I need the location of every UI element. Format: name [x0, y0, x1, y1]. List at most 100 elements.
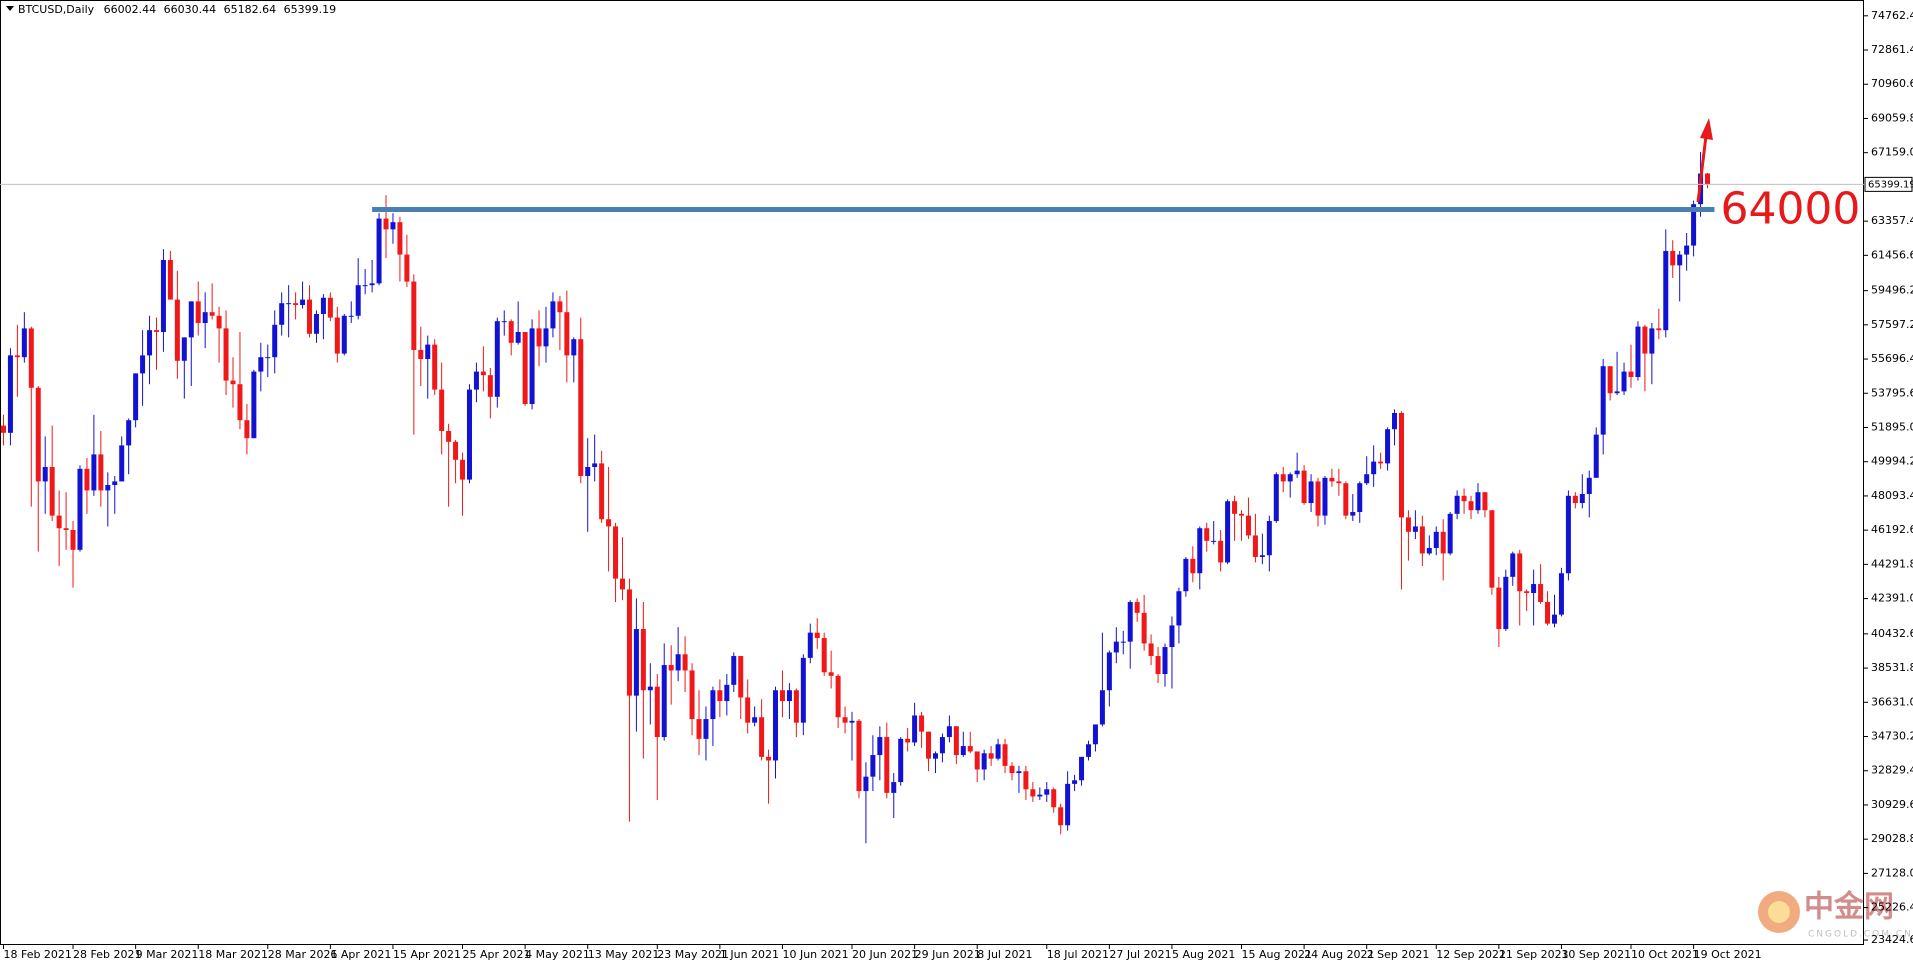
candle-body	[425, 344, 431, 359]
candle-body	[1558, 573, 1564, 615]
candle-body	[286, 303, 292, 305]
candle-body	[1642, 326, 1648, 354]
candle-body	[1336, 481, 1342, 484]
candle-body	[696, 719, 702, 739]
candle-body	[174, 299, 180, 361]
candle-body	[926, 731, 932, 759]
candle-body	[446, 431, 452, 442]
x-tick-label: 21 Sep 2021	[1499, 948, 1569, 961]
candle-body	[960, 746, 966, 756]
candle-body	[1343, 483, 1349, 516]
y-tick-label: 46192.60	[1871, 523, 1913, 536]
price-label: 65399.19	[1868, 179, 1913, 190]
candle-body	[1030, 789, 1036, 797]
candle-body	[863, 776, 869, 792]
candle-body	[487, 375, 493, 397]
x-tick-label: 23 May 2021	[657, 948, 729, 961]
candle-body	[508, 321, 514, 343]
x-tick-label: 28 Mar 2021	[268, 948, 338, 961]
candle-body	[460, 459, 466, 480]
candle-body	[1364, 474, 1370, 484]
candle-body	[70, 530, 76, 550]
candle-body	[1628, 371, 1634, 377]
watermark-site: CNGOLD.COM.CN	[1808, 930, 1913, 940]
x-tick-label: 9 Mar 2021	[136, 948, 199, 961]
candle-body	[376, 218, 382, 284]
candle-body	[626, 589, 632, 696]
candle-body	[202, 312, 208, 323]
candle-body	[258, 357, 264, 372]
candle-body	[988, 753, 994, 759]
watermark: 中金网 CNGOLD.COM.CN	[1758, 890, 1913, 940]
candle-body	[1009, 765, 1015, 774]
candle-body	[35, 387, 41, 482]
x-tick-label: 10 Oct 2021	[1631, 948, 1699, 961]
candle-body	[1579, 494, 1585, 504]
arrow-head	[1700, 118, 1713, 140]
candle-body	[272, 324, 278, 358]
candle-body	[1079, 756, 1085, 781]
candle-body	[703, 719, 709, 739]
candle-body	[536, 328, 542, 347]
candle-body	[717, 690, 723, 702]
candle-body	[647, 686, 653, 691]
candle-body	[1162, 647, 1168, 675]
candle-body	[105, 485, 111, 491]
candle-body	[237, 384, 243, 421]
x-tick-label: 12 Sep 2021	[1436, 948, 1506, 961]
candle-body	[1468, 501, 1474, 511]
candle-body	[411, 281, 417, 350]
candle-body	[786, 690, 792, 702]
candle-body	[1670, 250, 1676, 266]
candle-body	[515, 331, 521, 343]
candle-body	[1315, 481, 1321, 516]
candle-body	[856, 720, 862, 792]
candle-body	[1329, 477, 1335, 482]
candle-body	[320, 297, 326, 314]
y-tick-label: 30929.60	[1871, 798, 1913, 811]
candle-body	[14, 355, 20, 358]
candle-body	[995, 744, 1001, 759]
candle-body	[1134, 602, 1140, 613]
candle-body	[599, 463, 605, 520]
watermark-logo-inner	[1768, 901, 1790, 923]
candle-body	[1190, 558, 1196, 574]
candle-body	[550, 301, 556, 329]
candle-body	[1023, 771, 1029, 790]
candle-body	[1454, 495, 1460, 514]
y-tick-label: 29028.80	[1871, 832, 1913, 845]
candle-body	[1301, 470, 1307, 504]
candle-body	[898, 738, 904, 783]
candle-body	[800, 657, 806, 723]
candle-body	[1183, 558, 1189, 592]
candle-body	[571, 339, 577, 356]
candle-body	[1099, 690, 1105, 725]
candle-body	[1072, 780, 1078, 784]
candle-body	[244, 420, 250, 439]
x-tick-label: 24 Aug 2021	[1304, 948, 1374, 961]
candle-body	[1002, 744, 1008, 766]
candle-body	[745, 697, 751, 723]
candle-body	[1496, 587, 1502, 630]
candle-body	[341, 315, 347, 354]
candle-body	[606, 519, 612, 527]
x-tick-label: 18 Jul 2021	[1047, 948, 1109, 961]
candle-body	[919, 715, 925, 732]
candle-body	[1280, 474, 1286, 482]
candle-body	[1294, 470, 1300, 475]
candle-body	[1371, 461, 1377, 475]
candle-body	[160, 259, 166, 332]
candle-body	[766, 756, 772, 761]
candle-body	[1607, 366, 1613, 394]
candle-body	[1197, 528, 1203, 574]
y-tick-label: 38531.80	[1871, 661, 1913, 674]
plot-area	[0, 151, 1711, 844]
candle-body	[981, 753, 987, 770]
x-tick-label: 15 Apr 2021	[393, 948, 461, 961]
candle-body	[133, 373, 139, 421]
candle-body	[1148, 643, 1154, 657]
candle-body	[932, 753, 938, 759]
candle-body	[293, 303, 299, 305]
candle-body	[251, 371, 257, 439]
y-tick-label: 40432.60	[1871, 627, 1913, 640]
